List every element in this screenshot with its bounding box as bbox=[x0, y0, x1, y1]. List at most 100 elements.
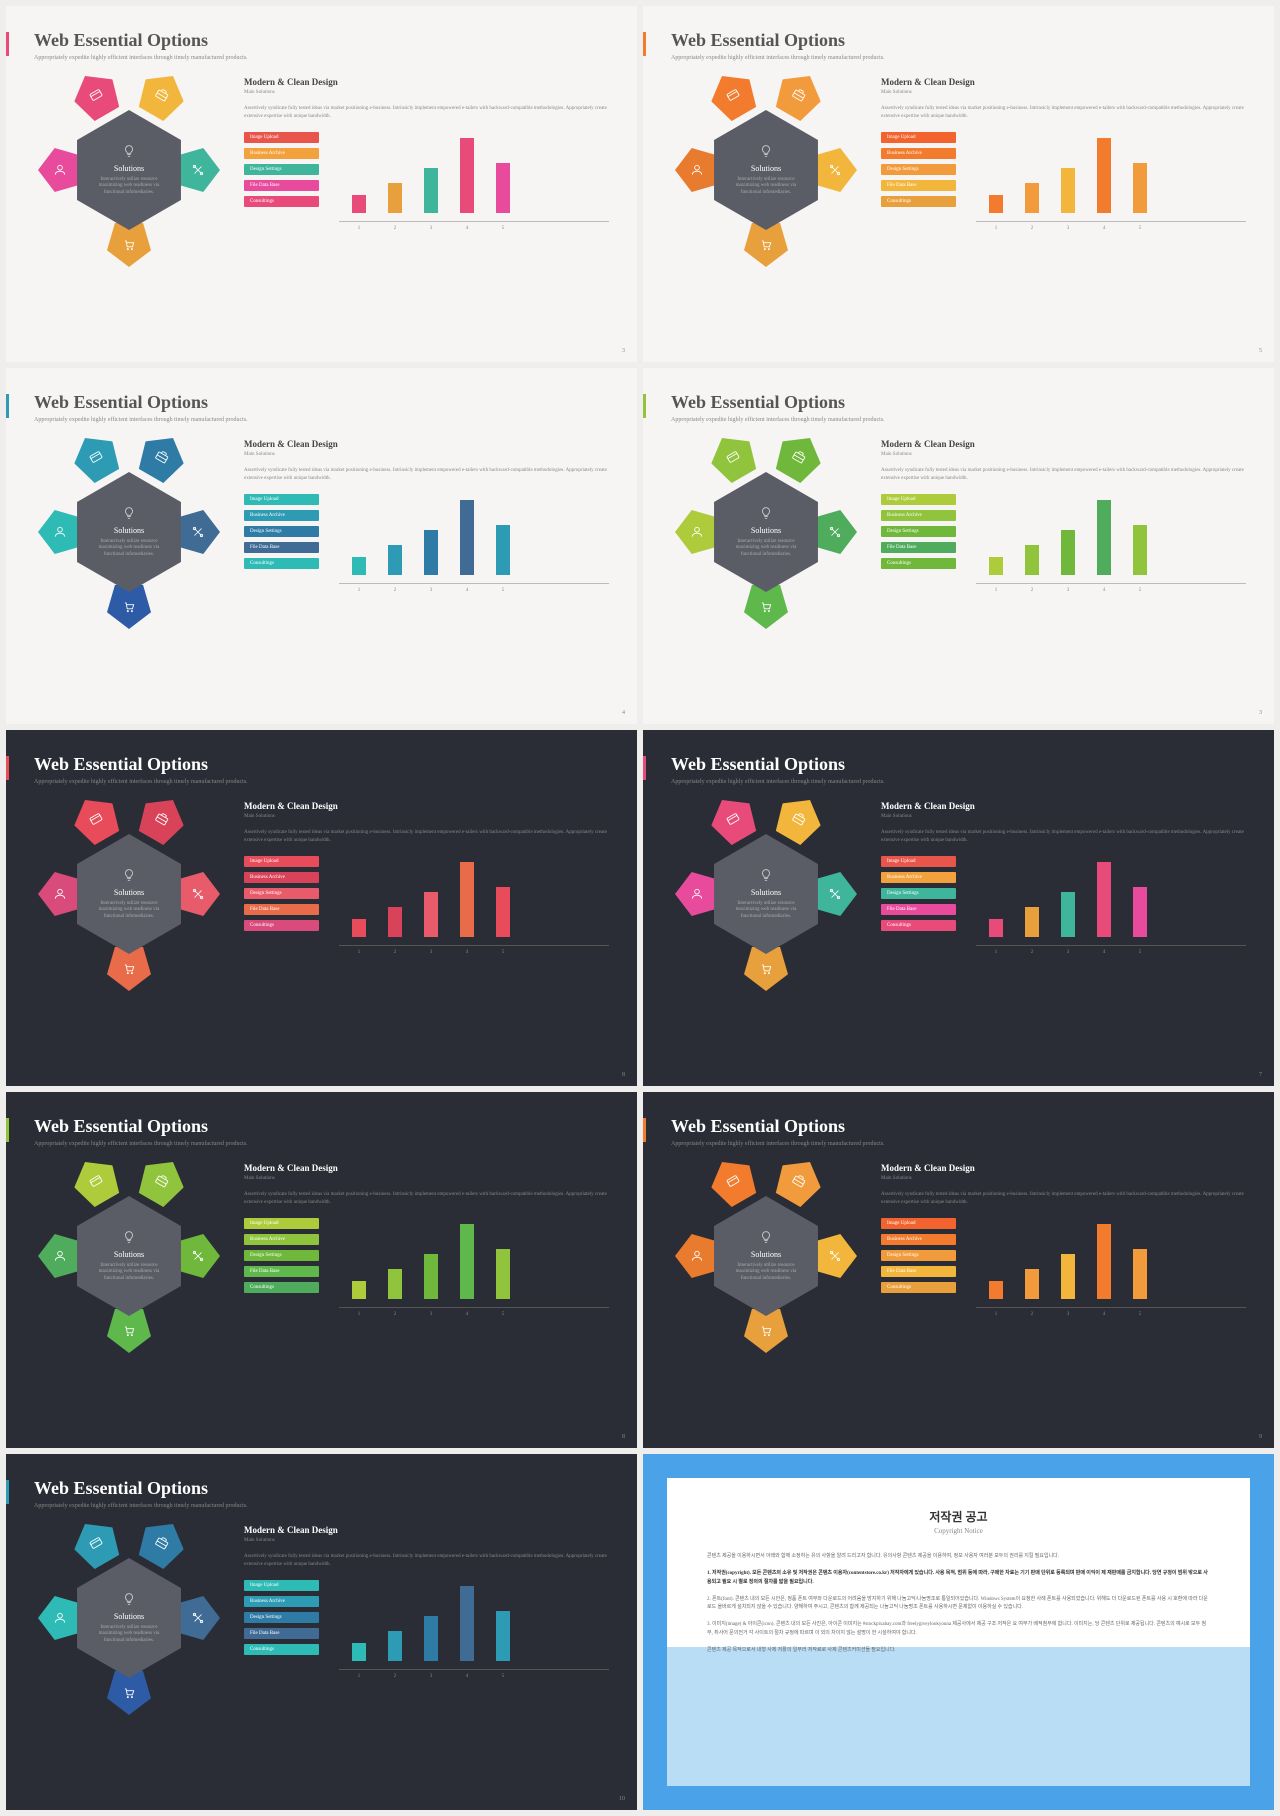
petal-4 bbox=[38, 1234, 82, 1278]
chart-bar: 4 bbox=[457, 500, 477, 583]
section-sub: Main Solutions bbox=[881, 814, 1246, 819]
petal-1 bbox=[769, 1151, 829, 1211]
chart-bar: 1 bbox=[986, 557, 1006, 583]
copyright-title: 저작권 공고 bbox=[707, 1508, 1210, 1525]
slide-title: Web Essential Options bbox=[34, 392, 609, 413]
tag-2: Design Settings bbox=[244, 526, 319, 537]
hexagon-diagram: Solutions Interactively utilize resource… bbox=[34, 75, 224, 265]
tag-1: Business Archive bbox=[244, 1596, 319, 1607]
chart-bar: 5 bbox=[1130, 1249, 1150, 1307]
chart-bar: 4 bbox=[457, 1586, 477, 1669]
chart-bar: 1 bbox=[986, 195, 1006, 221]
tag-0: Image Upload bbox=[244, 1580, 319, 1591]
petal-1 bbox=[132, 1513, 192, 1573]
tag-4: Consultings bbox=[881, 558, 956, 569]
tag-1: Business Archive bbox=[244, 510, 319, 521]
slide-subtitle: Appropriately expedite highly efficient … bbox=[671, 417, 1246, 423]
slide-title: Web Essential Options bbox=[671, 30, 1246, 51]
section-sub: Main Solutions bbox=[244, 1538, 609, 1543]
petal-1 bbox=[132, 789, 192, 849]
section-sub: Main Solutions bbox=[881, 90, 1246, 95]
tag-list: Image UploadBusiness ArchiveDesign Setti… bbox=[881, 494, 956, 584]
copyright-slide: 저작권 공고 Copyright Notice 콘텐츠 제공을 이용하시면서 아… bbox=[643, 1454, 1274, 1810]
tag-list: Image UploadBusiness ArchiveDesign Setti… bbox=[881, 132, 956, 222]
petal-1 bbox=[132, 65, 192, 125]
page-number: 10 bbox=[619, 1796, 625, 1802]
chart-bar: 4 bbox=[457, 862, 477, 945]
page-number: 5 bbox=[1259, 348, 1262, 354]
petal-2 bbox=[813, 1234, 857, 1278]
tag-0: Image Upload bbox=[244, 494, 319, 505]
slide: Web Essential Options Appropriately expe… bbox=[643, 1092, 1274, 1448]
bulb-icon bbox=[759, 1230, 773, 1244]
tag-list: Image UploadBusiness ArchiveDesign Setti… bbox=[244, 1580, 319, 1670]
chart-bar: 3 bbox=[1058, 168, 1078, 221]
tag-2: Design Settings bbox=[881, 888, 956, 899]
hexagon-center: Solutions Interactively utilize resource… bbox=[69, 1558, 189, 1678]
hexagon-diagram: Solutions Interactively utilize resource… bbox=[671, 437, 861, 627]
chart-bar: 3 bbox=[421, 530, 441, 583]
tag-4: Consultings bbox=[881, 1282, 956, 1293]
tag-1: Business Archive bbox=[244, 872, 319, 883]
bulb-icon bbox=[759, 868, 773, 882]
bulb-icon bbox=[122, 144, 136, 158]
tag-4: Consultings bbox=[244, 920, 319, 931]
bar-chart: 12345 bbox=[976, 856, 1246, 946]
chart-bar: 4 bbox=[1094, 500, 1114, 583]
petal-0 bbox=[66, 789, 126, 849]
chart-bar: 4 bbox=[457, 1224, 477, 1307]
petal-4 bbox=[38, 1596, 82, 1640]
slide-subtitle: Appropriately expedite highly efficient … bbox=[671, 55, 1246, 61]
tag-0: Image Upload bbox=[881, 132, 956, 143]
section-body: Assertively syndicate fully tested ideas… bbox=[244, 105, 609, 120]
petal-1 bbox=[769, 65, 829, 125]
chart-bar: 2 bbox=[385, 545, 405, 583]
hexagon-center: Solutions Interactively utilize resource… bbox=[69, 472, 189, 592]
tag-1: Business Archive bbox=[244, 1234, 319, 1245]
petal-2 bbox=[176, 872, 220, 916]
tag-3: File Data Base bbox=[881, 904, 956, 915]
chart-bar: 4 bbox=[1094, 138, 1114, 221]
bulb-icon bbox=[122, 868, 136, 882]
petal-2 bbox=[813, 148, 857, 192]
section-sub: Main Solutions bbox=[244, 452, 609, 457]
tag-3: File Data Base bbox=[881, 180, 956, 191]
slide: Web Essential Options Appropriately expe… bbox=[643, 368, 1274, 724]
petal-1 bbox=[132, 1151, 192, 1211]
chart-bar: 4 bbox=[1094, 862, 1114, 945]
petal-4 bbox=[38, 148, 82, 192]
slide-title: Web Essential Options bbox=[34, 754, 609, 775]
tag-3: File Data Base bbox=[881, 1266, 956, 1277]
slide-title: Web Essential Options bbox=[671, 392, 1246, 413]
tag-4: Consultings bbox=[881, 920, 956, 931]
petal-0 bbox=[66, 427, 126, 487]
bulb-icon bbox=[122, 1230, 136, 1244]
chart-bar: 2 bbox=[385, 907, 405, 945]
chart-bar: 4 bbox=[1094, 1224, 1114, 1307]
hexagon-diagram: Solutions Interactively utilize resource… bbox=[34, 437, 224, 627]
chart-bar: 3 bbox=[1058, 530, 1078, 583]
chart-bar: 3 bbox=[1058, 1254, 1078, 1307]
tag-1: Business Archive bbox=[881, 872, 956, 883]
petal-4 bbox=[675, 872, 719, 916]
tag-1: Business Archive bbox=[244, 148, 319, 159]
chart-bar: 5 bbox=[493, 525, 513, 583]
tag-2: Design Settings bbox=[881, 1250, 956, 1261]
petal-4 bbox=[675, 1234, 719, 1278]
bar-chart: 12345 bbox=[339, 494, 609, 584]
chart-bar: 1 bbox=[986, 919, 1006, 945]
hexagon-diagram: Solutions Interactively utilize resource… bbox=[34, 1523, 224, 1713]
slide-subtitle: Appropriately expedite highly efficient … bbox=[34, 1503, 609, 1509]
chart-bar: 5 bbox=[493, 1611, 513, 1669]
hexagon-diagram: Solutions Interactively utilize resource… bbox=[671, 799, 861, 989]
slide: Web Essential Options Appropriately expe… bbox=[6, 730, 637, 1086]
section-body: Assertively syndicate fully tested ideas… bbox=[244, 1553, 609, 1568]
bulb-icon bbox=[122, 1592, 136, 1606]
petal-4 bbox=[675, 148, 719, 192]
slide-title: Web Essential Options bbox=[671, 1116, 1246, 1137]
tag-list: Image UploadBusiness ArchiveDesign Setti… bbox=[244, 132, 319, 222]
slide: Web Essential Options Appropriately expe… bbox=[643, 6, 1274, 362]
slide-subtitle: Appropriately expedite highly efficient … bbox=[34, 1141, 609, 1147]
tag-0: Image Upload bbox=[881, 494, 956, 505]
copyright-sub: Copyright Notice bbox=[707, 1527, 1210, 1535]
